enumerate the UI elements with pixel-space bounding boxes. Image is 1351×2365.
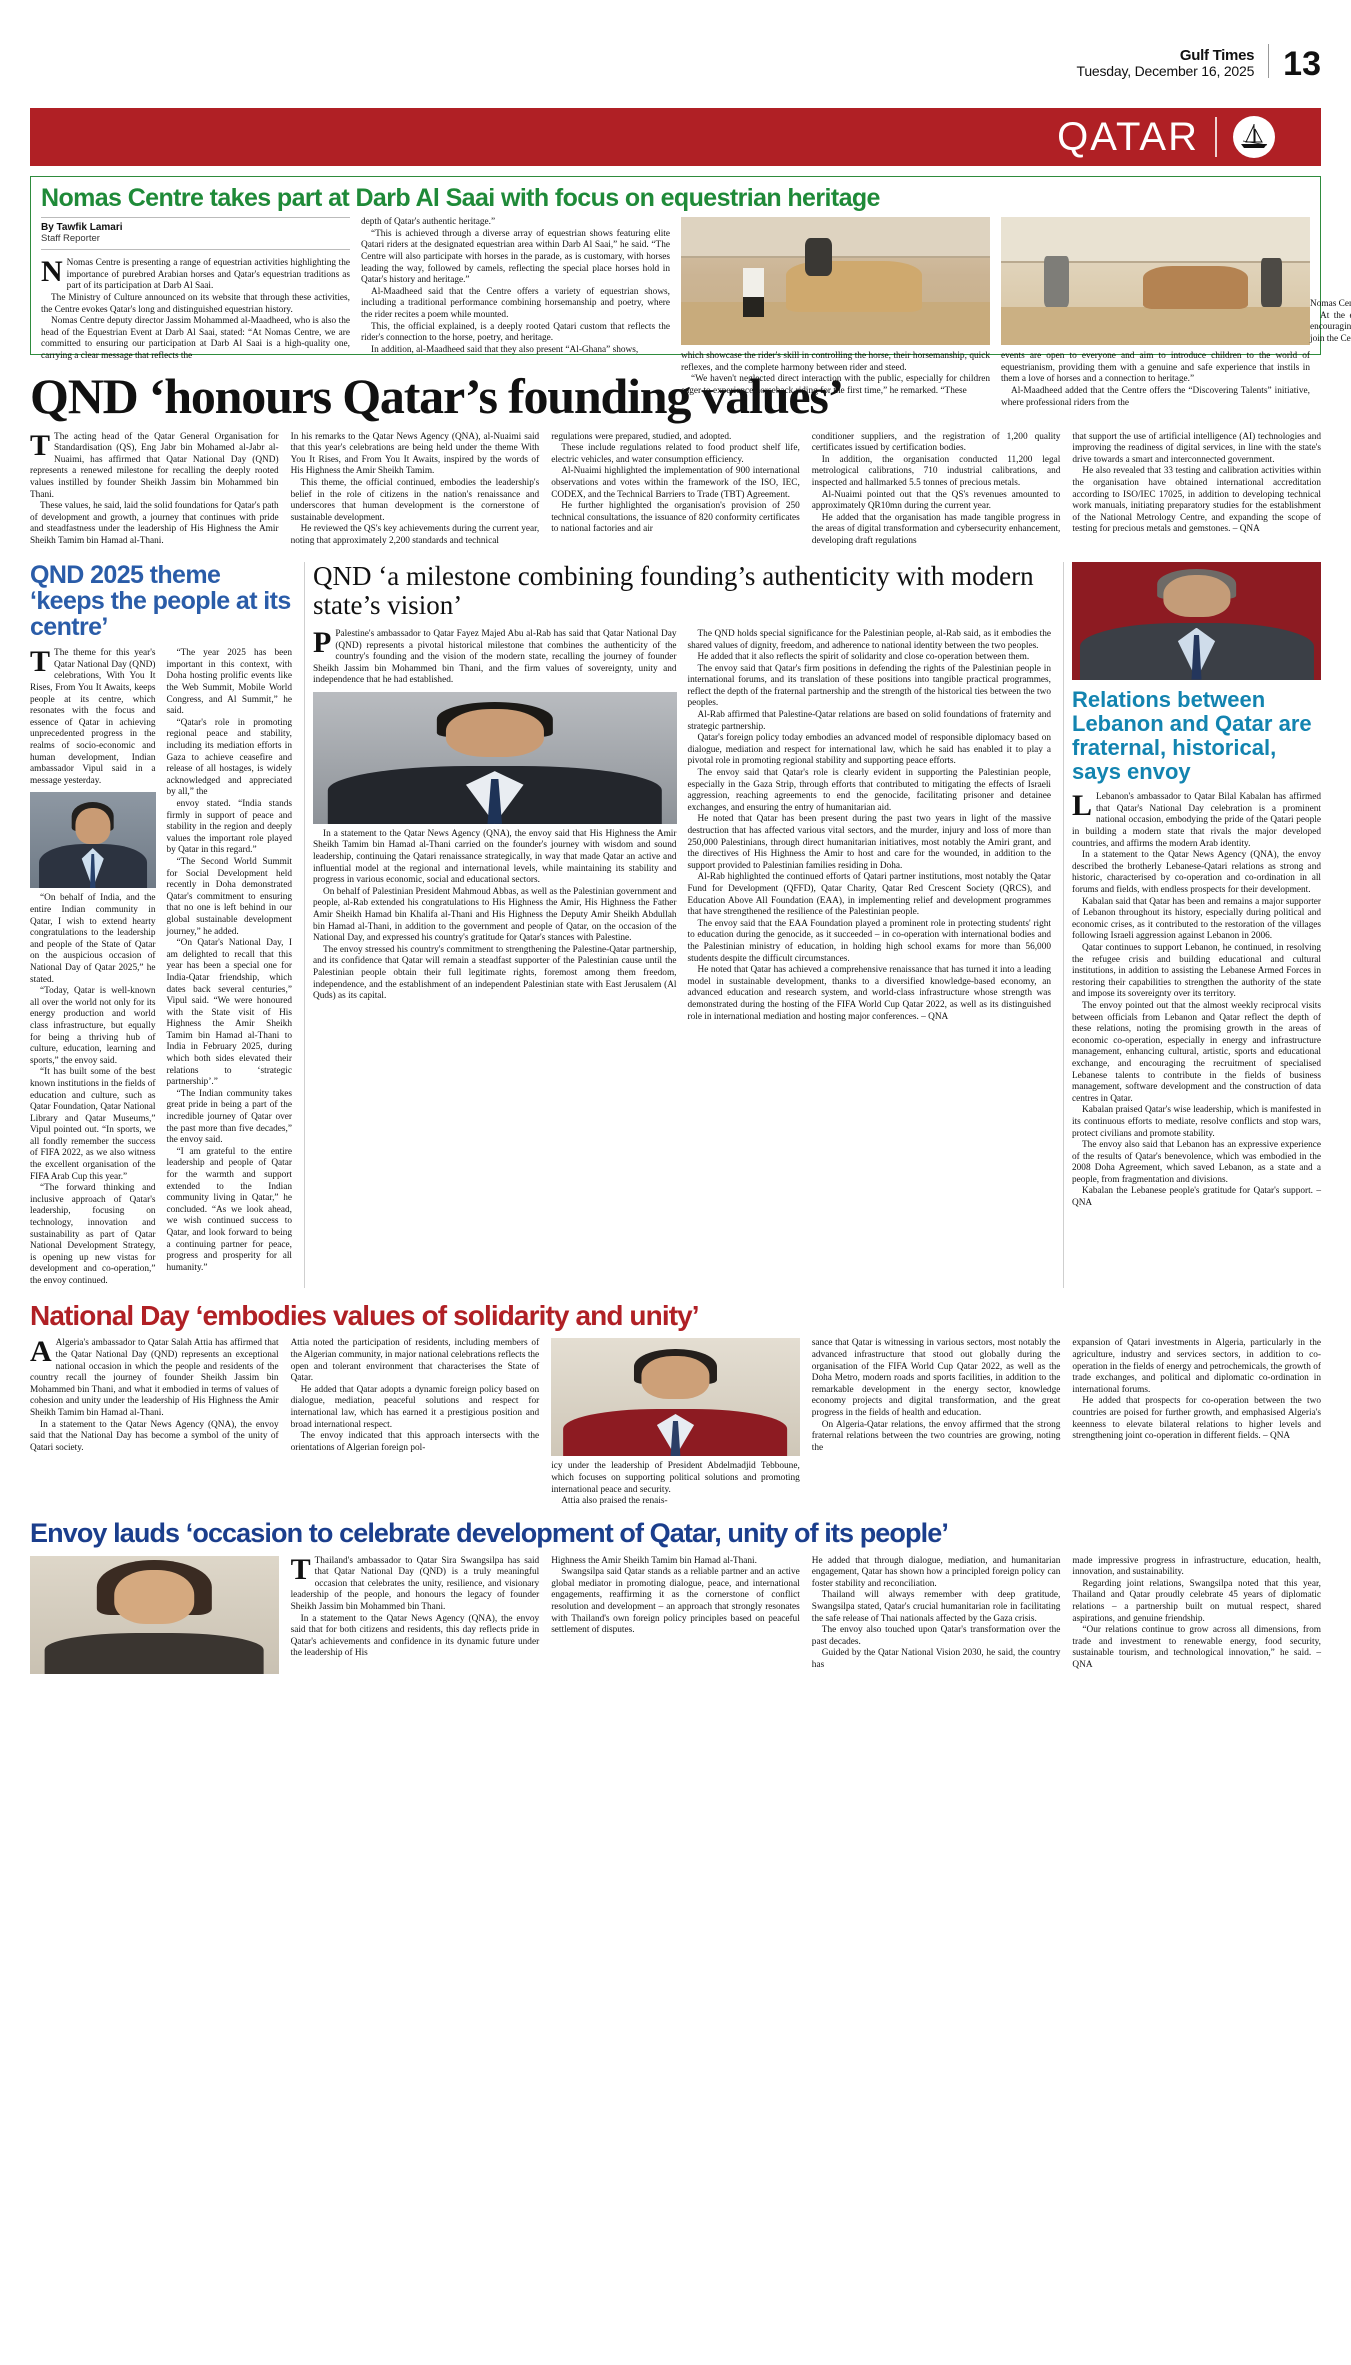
qnd-column-1: T The acting head of the Qatar General Or… bbox=[30, 428, 279, 546]
nomas-column-5: Nomas Centre train children, especially … bbox=[1310, 299, 1351, 344]
nomas-column-2: depth of Qatar's authentic heritage.” “T… bbox=[361, 217, 670, 355]
article-national-day: National Day ‘embodies values of solidar… bbox=[30, 1299, 1321, 1508]
el-column-4: made impressive progress in infrastructu… bbox=[1072, 1555, 1321, 1670]
qnd-column-3: regulations were prepared, studied, and … bbox=[551, 431, 800, 535]
middle-block: QND 2025 theme ‘keeps the people at its … bbox=[30, 560, 1321, 1288]
qnd-column-2: In his remarks to the Qatar News Agency … bbox=[290, 431, 540, 546]
byline: By Tawfik Lamari Staff Reporter bbox=[41, 217, 350, 251]
nd-column-1: A Algeria's ambassador to Qatar Salah Att… bbox=[30, 1335, 279, 1453]
qnd-column-4: conditioner suppliers, and the registrat… bbox=[811, 431, 1061, 546]
portrait-palestine-ambassador bbox=[313, 691, 677, 824]
masthead: Gulf Times Tuesday, December 16, 2025 13 bbox=[30, 0, 1321, 108]
portrait-indian-ambassador bbox=[30, 792, 156, 889]
page-number: 13 bbox=[1283, 45, 1321, 84]
el-column-3: He added that through dialogue, mediatio… bbox=[811, 1555, 1061, 1670]
portrait-lebanon-ambassador bbox=[1072, 561, 1321, 680]
nomas-body-3: which showcase the rider's skill in cont… bbox=[681, 351, 990, 397]
headline-qnd-milestone: QND ‘a milestone combining founding’s au… bbox=[313, 560, 1034, 621]
nomas-body-4: events are open to everyone and aim to i… bbox=[1001, 351, 1310, 408]
nomas-column-3: which showcase the rider's skill in cont… bbox=[681, 217, 990, 409]
theme-body: T The theme for this year's Qatar Nationa… bbox=[30, 645, 292, 1286]
paper-title: Gulf Times bbox=[1179, 46, 1255, 64]
dropcap-l: L bbox=[1072, 789, 1093, 823]
article-envoy-lauds: Envoy lauds ‘occasion to celebrate devel… bbox=[30, 1517, 1321, 1674]
headline-nomas: Nomas Centre takes part at Darb Al Saai … bbox=[41, 184, 880, 212]
headline-qnd-main: QND ‘honours Qatar’s founding values’ bbox=[30, 367, 844, 424]
nomas-column-1: By Tawfik Lamari Staff Reporter N Nomas C… bbox=[41, 217, 350, 409]
masthead-divider bbox=[1268, 44, 1270, 78]
el-column-2: Highness the Amir Sheikh Tamim bin Hamad… bbox=[551, 1555, 800, 1636]
article-lebanon: Relations between Lebanon and Qatar are … bbox=[1063, 561, 1321, 1288]
dropcap-p: P bbox=[313, 625, 332, 659]
nd-column-3: icy under the leadership of President Ab… bbox=[551, 1338, 800, 1507]
masthead-right: Gulf Times Tuesday, December 16, 2025 13 bbox=[1076, 44, 1321, 84]
headline-qnd-theme: QND 2025 theme ‘keeps the people at its … bbox=[30, 560, 291, 642]
el-column-1: T Thailand's ambassador to Qatar Sira Swa… bbox=[290, 1552, 540, 1659]
nd-column-2: Attia noted the participation of residen… bbox=[290, 1338, 540, 1453]
masthead-text: Gulf Times Tuesday, December 16, 2025 bbox=[1076, 46, 1255, 80]
dropcap-t: T bbox=[30, 428, 51, 462]
issue-date: Tuesday, December 16, 2025 bbox=[1076, 63, 1255, 80]
article-qnd-theme: QND 2025 theme ‘keeps the people at its … bbox=[30, 560, 292, 1288]
byline-role: Staff Reporter bbox=[41, 233, 100, 245]
banner-divider bbox=[1215, 117, 1217, 157]
nomas-body-1: N Nomas Centre is presenting a range of e… bbox=[41, 255, 350, 361]
dropcap-a: A bbox=[30, 1335, 52, 1369]
article-qnd-milestone: QND ‘a milestone combining founding’s au… bbox=[304, 560, 1051, 1288]
nd-column-5: expansion of Qatari investments in Alger… bbox=[1072, 1338, 1321, 1442]
nomas-column-4: events are open to everyone and aim to i… bbox=[1001, 217, 1310, 409]
dropcap-t2: T bbox=[30, 645, 51, 679]
headline-lebanon: Relations between Lebanon and Qatar are … bbox=[1072, 686, 1312, 785]
headline-envoy-lauds: Envoy lauds ‘occasion to celebrate devel… bbox=[30, 1517, 949, 1548]
article-nomas-centre: Nomas Centre takes part at Darb Al Saai … bbox=[30, 176, 1351, 408]
headline-national-day: National Day ‘embodies values of solidar… bbox=[30, 1299, 700, 1331]
portrait-algeria-ambassador bbox=[551, 1338, 800, 1457]
dropcap-t3: T bbox=[290, 1552, 311, 1586]
photo-rider-on-horse bbox=[681, 217, 990, 346]
section-banner: QATAR bbox=[30, 108, 1321, 166]
portrait-thailand-ambassador bbox=[30, 1555, 279, 1674]
byline-author: By Tawfik Lamari bbox=[41, 222, 123, 234]
nd-body-3: icy under the leadership of President Ab… bbox=[551, 1461, 800, 1507]
nd-column-4: sance that Qatar is witnessing in variou… bbox=[811, 1338, 1061, 1453]
milestone-body: P Palestine's ambassador to Qatar Fayez M… bbox=[313, 625, 1051, 1022]
el-column-0 bbox=[30, 1555, 279, 1674]
photo-horses-arena bbox=[1001, 217, 1310, 346]
dhow-boat-icon bbox=[1233, 116, 1275, 158]
lebanon-body: L Lebanon's ambassador to Qatar Bilal Kab… bbox=[1072, 789, 1321, 1209]
dropcap-n: N bbox=[41, 255, 63, 289]
qnd-column-5: that support the use of artificial intel… bbox=[1072, 431, 1321, 535]
section-label: QATAR bbox=[1057, 114, 1199, 159]
